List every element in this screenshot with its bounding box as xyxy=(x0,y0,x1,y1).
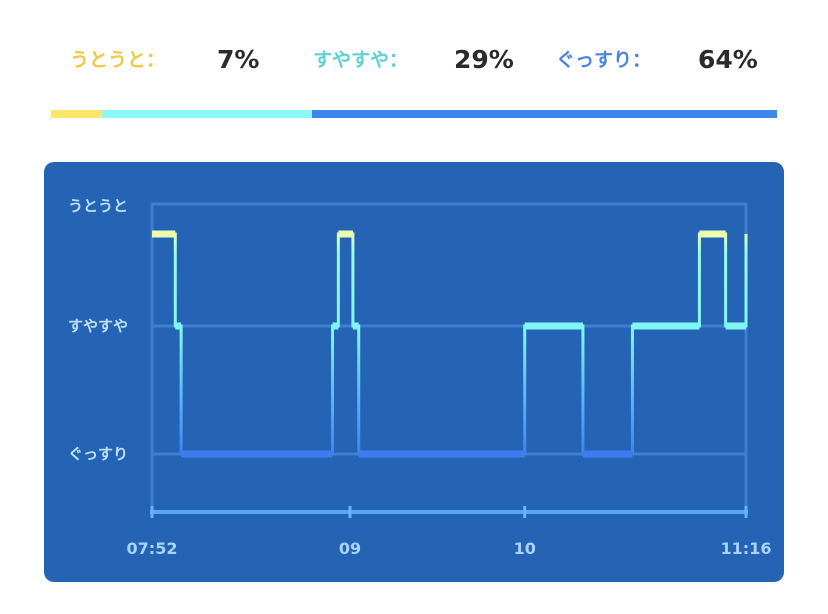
medium-sleep-value: 29% xyxy=(454,45,514,74)
ratio-segment-deep xyxy=(312,110,777,118)
x-tick-label: 11:16 xyxy=(721,539,772,558)
light-sleep-value: 7% xyxy=(217,45,260,74)
y-tick-label: すやすや xyxy=(68,317,128,335)
y-tick-label: うとうと xyxy=(68,197,128,215)
deep-sleep-value: 64% xyxy=(698,45,758,74)
sleep-stage-line xyxy=(152,232,748,456)
sleep-ratio-bar xyxy=(51,110,777,118)
sleep-chart-card: ぐっすり すやすや うとうと 07:52 09 10 11:16 xyxy=(44,162,784,582)
sleep-stage-chart: ぐっすり すやすや うとうと 07:52 09 10 11:16 xyxy=(68,197,772,558)
ratio-segment-medium xyxy=(101,110,313,118)
y-tick-label: ぐっすり xyxy=(68,445,128,463)
ratio-segment-light xyxy=(51,110,102,118)
x-tick-label: 09 xyxy=(339,539,361,558)
sleep-summary: うとうと： 7% すやすや： 29% ぐっすり： 64% xyxy=(0,0,828,100)
x-tick-label: 07:52 xyxy=(127,539,178,558)
medium-sleep-label: すやすや： xyxy=(313,49,409,71)
x-tick-label: 10 xyxy=(514,539,536,558)
plot-frame xyxy=(150,202,748,514)
deep-sleep-label: ぐっすり： xyxy=(556,49,652,71)
light-sleep-label: うとうと： xyxy=(70,49,166,71)
